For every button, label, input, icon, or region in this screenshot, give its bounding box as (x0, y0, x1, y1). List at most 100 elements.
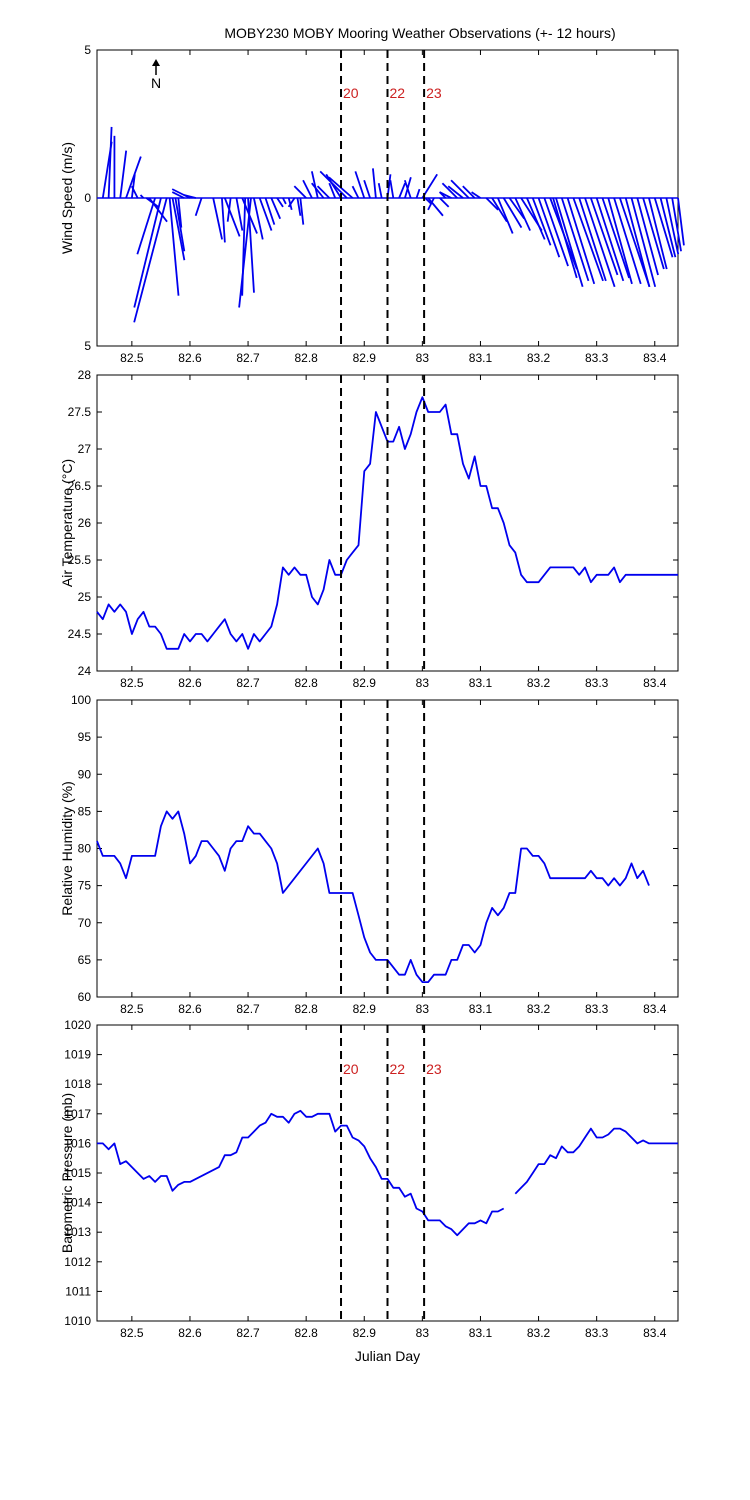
wind-stick (526, 197, 546, 240)
wind-stick (595, 197, 625, 282)
wind-stick (613, 197, 642, 285)
barometric-pressure-panel: 82.5 82.6 82.7 82.8 82.9 83 83.1 83.2 83.3 83.4 10… (59, 1018, 679, 1364)
wind-stick (136, 197, 156, 255)
wind-stick (671, 197, 682, 252)
event-label: 20 (343, 1061, 359, 1077)
wind-stick (276, 197, 284, 208)
wind-stick (439, 191, 452, 199)
x-tick-label: 83.4 (643, 676, 667, 690)
wind-stick (424, 197, 432, 205)
x-tick-label: 83.2 (527, 1002, 551, 1016)
wind-stick (363, 179, 371, 199)
north-label: N (151, 75, 161, 91)
wind-stick (462, 185, 476, 199)
x-tick-label: 83 (416, 676, 430, 690)
wind-stick (642, 197, 665, 270)
wind-stick (427, 197, 435, 211)
wind-stick (441, 182, 458, 199)
x-tick-label: 82.9 (353, 1326, 377, 1340)
wind-stick (296, 197, 302, 216)
y-tick-label: 27.5 (68, 405, 92, 419)
y-tick-label: 100 (71, 693, 91, 707)
x-tick-label: 82.6 (178, 351, 202, 365)
wind-stick (552, 197, 578, 279)
wind-stick (194, 197, 203, 217)
wind-stick (485, 197, 499, 211)
wind-stick (351, 185, 360, 199)
wind-stick (270, 197, 282, 220)
y-tick-label: 75 (78, 879, 92, 893)
y-tick-label: 27 (78, 442, 92, 456)
wind-stick (636, 197, 659, 276)
x-tick-label: 83.1 (469, 1326, 493, 1340)
wind-stick (584, 197, 616, 288)
wind-stick (125, 156, 142, 199)
wind-stick (491, 197, 508, 223)
temp-series-line (96, 396, 678, 650)
event-label: 23 (426, 85, 442, 101)
y-axis-label: Wind Speed (m/s) (59, 142, 75, 254)
x-tick-label: 83.2 (527, 351, 551, 365)
x-axis-label: Julian Day (355, 1348, 420, 1364)
wind-stick (572, 197, 604, 282)
wind-stick (174, 197, 186, 252)
wind-stick (319, 170, 348, 199)
wind-stick (653, 197, 674, 258)
wind-stick (677, 197, 685, 246)
y-tick-label: 24.5 (68, 627, 92, 641)
wind-stick (450, 179, 470, 199)
x-tick-label: 83 (416, 1002, 430, 1016)
x-tick-label: 83.1 (469, 351, 493, 365)
x-tick-label: 83.4 (643, 1326, 667, 1340)
wind-stick (130, 174, 136, 199)
wind-stick (328, 182, 337, 199)
wind-stick (264, 197, 276, 225)
wind-stick (133, 197, 162, 308)
y-tick-label: 70 (78, 916, 92, 930)
wind-stick (226, 197, 232, 222)
wind-stick (537, 197, 561, 258)
x-tick-label: 82.7 (236, 676, 260, 690)
x-tick-label: 82.9 (353, 351, 377, 365)
wind-stick (659, 197, 677, 258)
event-label: 23 (426, 1061, 442, 1077)
chart-title: MOBY230 MOBY Mooring Weather Observation… (224, 25, 615, 41)
wind-stick (354, 171, 366, 199)
wind-stick (168, 197, 180, 296)
wind-stick (514, 197, 531, 231)
north-arrow-icon (152, 59, 160, 66)
wind-stick (439, 197, 450, 208)
y-tick-label: 25.5 (68, 553, 92, 567)
x-tick-label: 83.3 (585, 676, 609, 690)
y-tick-label: 5 (84, 43, 91, 57)
y-tick-label: 1011 (65, 1284, 91, 1298)
wind-stick (560, 197, 590, 282)
x-tick-label: 82.7 (236, 1326, 260, 1340)
x-tick-label: 82.6 (178, 676, 202, 690)
wind-stick (508, 197, 526, 220)
wind-stick (447, 185, 464, 199)
x-tick-label: 83.4 (643, 1002, 667, 1016)
wind-stick (133, 197, 168, 323)
y-axis-label: Air Temperature (°C) (59, 459, 75, 587)
wind-stick (238, 197, 252, 308)
wind-stick (221, 197, 226, 243)
y-tick-label: 1018 (64, 1077, 91, 1091)
y-tick-label: 28 (78, 368, 92, 382)
x-tick-label: 82.5 (120, 676, 144, 690)
x-tick-label: 82.8 (294, 351, 318, 365)
wind-stick (235, 197, 244, 231)
wind-stick (377, 183, 383, 199)
wind-stick (310, 171, 319, 199)
relative-humidity-panel: 82.5 82.6 82.7 82.8 82.9 83 83.1 83.2 83.3 83.4 10… (59, 693, 679, 1016)
y-tick-label: 85 (78, 804, 92, 818)
y-tick-label: 0 (84, 191, 91, 205)
y-tick-label: 26.5 (68, 479, 92, 493)
wind-stick (107, 126, 113, 199)
wind-stick (252, 197, 264, 240)
rh-series-line (96, 810, 650, 983)
wind-stick (316, 185, 331, 199)
wind-stick (139, 194, 145, 199)
wind-stick (648, 197, 668, 270)
wind-stick (566, 197, 596, 285)
